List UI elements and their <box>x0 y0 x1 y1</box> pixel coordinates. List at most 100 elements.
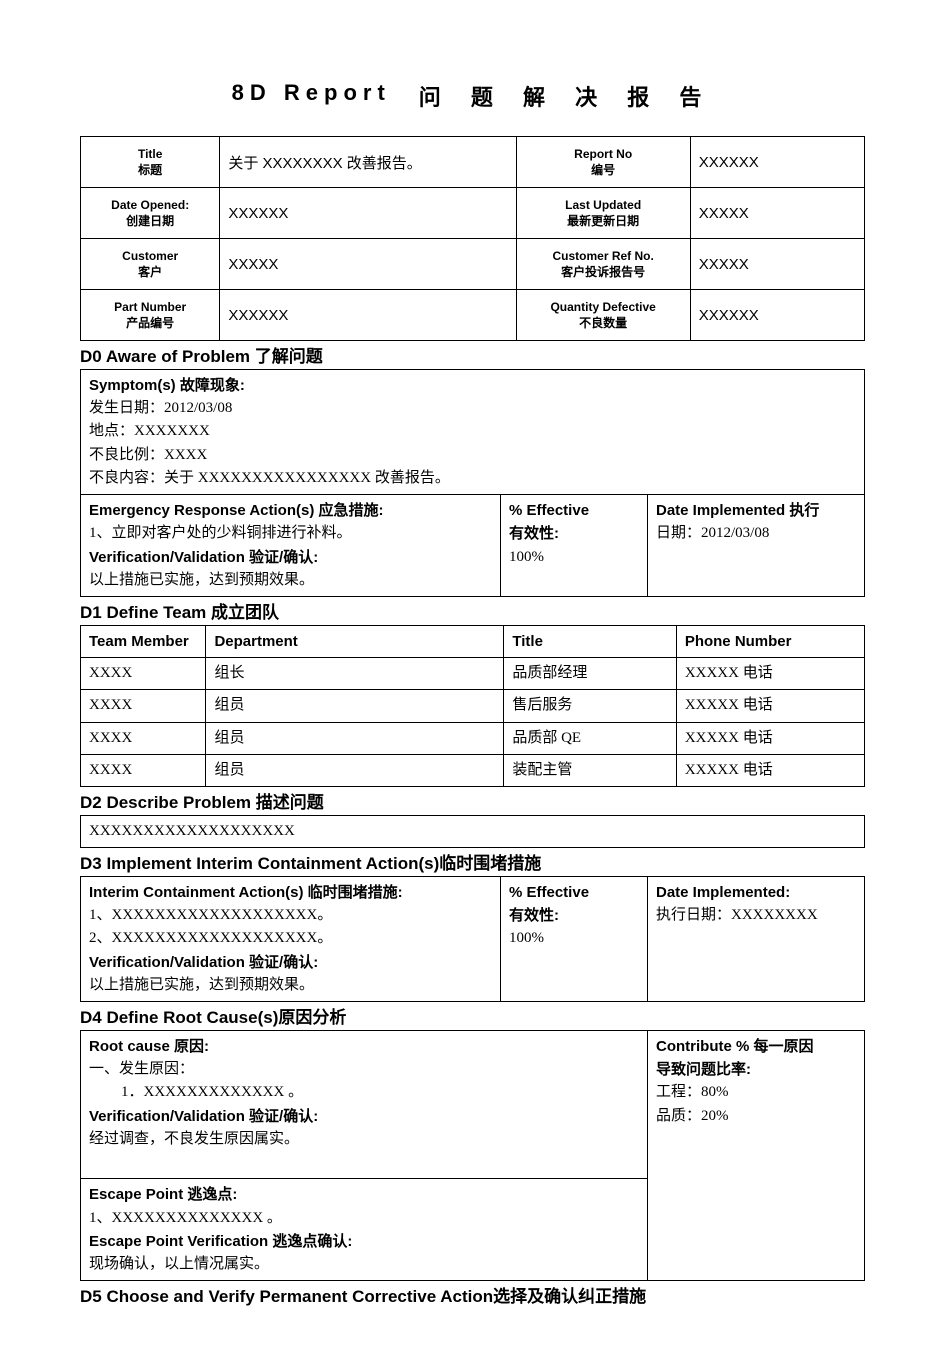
d1-title: D1 Define Team 成立团队 <box>80 601 865 625</box>
header-value-date-opened: XXXXXX <box>220 188 516 239</box>
d1-cell: XXXX <box>81 722 206 754</box>
header-label-customer-ref: Customer Ref No.客户投诉报告号 <box>516 239 690 290</box>
d1-cell: XXXX <box>81 658 206 690</box>
header-label-qty-defective: Quantity Defective不良数量 <box>516 290 690 341</box>
d0-effective-value: 100% <box>509 546 639 569</box>
d0-era-cell: Emergency Response Action(s) 应急措施: 1、立即对… <box>81 495 501 597</box>
d0-era-verif-label: Verification/Validation 验证/确认: <box>89 546 492 569</box>
d3-ica-line: 2、XXXXXXXXXXXXXXXXXXX。 <box>89 927 492 950</box>
d3-date-impl-cell: Date Implemented: 执行日期：XXXXXXXX <box>648 876 865 1001</box>
d3-ica-cell: Interim Containment Action(s) 临时围堵措施: 1、… <box>81 876 501 1001</box>
d1-cell: 售后服务 <box>504 690 676 722</box>
d1-cell: XXXX <box>81 690 206 722</box>
document-title-en: 8D Report <box>232 80 391 112</box>
d1-cell: XXXXX 电话 <box>676 690 864 722</box>
d0-symptom-line: 发生日期：2012/03/08 <box>89 397 856 420</box>
d2-table: XXXXXXXXXXXXXXXXXXX <box>80 815 865 848</box>
d3-table: Interim Containment Action(s) 临时围堵措施: 1、… <box>80 876 865 1002</box>
table-row: XXXX组长品质部经理XXXXX 电话 <box>81 658 865 690</box>
d3-effective-label-cn: 有效性: <box>509 904 639 927</box>
d2-text: XXXXXXXXXXXXXXXXXXX <box>81 815 865 847</box>
d1-cell: 品质部 QE <box>504 722 676 754</box>
d0-effective-label-cn: 有效性: <box>509 522 639 545</box>
d1-table: Team Member Department Title Phone Numbe… <box>80 625 865 787</box>
table-row: XXXX组员售后服务XXXXX 电话 <box>81 690 865 722</box>
d1-cell: XXXXX 电话 <box>676 722 864 754</box>
d0-date-impl-line: 日期：2012/03/08 <box>656 522 856 545</box>
d0-symptom-label: Symptom(s) 故障现象: <box>89 374 856 397</box>
table-row: XXXX组员装配主管XXXXX 电话 <box>81 754 865 786</box>
d3-verif-line: 以上措施已实施，达到预期效果。 <box>89 974 492 997</box>
d4-rootcause-label: Root cause 原因: <box>89 1035 639 1058</box>
header-value-customer: XXXXX <box>220 239 516 290</box>
d4-escape-verif-line: 现场确认，以上情况属实。 <box>89 1253 639 1276</box>
d0-symptom-line: 地点：XXXXXXX <box>89 420 856 443</box>
d1-cell: 品质部经理 <box>504 658 676 690</box>
d1-cell: XXXXX 电话 <box>676 658 864 690</box>
header-value-title: 关于 XXXXXXXX 改善报告。 <box>220 137 516 188</box>
header-label-part-number: Part Number产品编号 <box>81 290 220 341</box>
d4-rootcause-verif-label: Verification/Validation 验证/确认: <box>89 1105 639 1128</box>
document-title-cn: 问 题 解 决 报 告 <box>419 80 714 112</box>
d1-col-department: Department <box>206 625 504 657</box>
d0-symptom-line: 不良比例：XXXX <box>89 444 856 467</box>
d4-contribute-label-en: Contribute % 每一原因 <box>656 1035 856 1058</box>
d0-table: Symptom(s) 故障现象: 发生日期：2012/03/08 地点：XXXX… <box>80 369 865 597</box>
header-value-customer-ref: XXXXX <box>690 239 864 290</box>
d3-ica-label: Interim Containment Action(s) 临时围堵措施: <box>89 881 492 904</box>
d1-cell: 组员 <box>206 690 504 722</box>
header-value-qty-defective: XXXXXX <box>690 290 864 341</box>
d0-era-verif-line: 以上措施已实施，达到预期效果。 <box>89 569 492 592</box>
d0-era-label: Emergency Response Action(s) 应急措施: <box>89 499 492 522</box>
d4-contribute-line: 品质：20% <box>656 1105 856 1128</box>
d3-verif-label: Verification/Validation 验证/确认: <box>89 951 492 974</box>
header-label-title: Title标题 <box>81 137 220 188</box>
header-value-part-number: XXXXXX <box>220 290 516 341</box>
d3-effective-cell: % Effective 有效性: 100% <box>501 876 648 1001</box>
d4-escape-verif-label: Escape Point Verification 逃逸点确认: <box>89 1230 639 1253</box>
header-label-report-no: Report No编号 <box>516 137 690 188</box>
d4-table: Root cause 原因: 一、发生原因： 1．XXXXXXXXXXXXX 。… <box>80 1030 865 1282</box>
d1-col-title: Title <box>504 625 676 657</box>
d4-rootcause-verif-line: 经过调查，不良发生原因属实。 <box>89 1128 639 1151</box>
d4-contribute-cell: Contribute % 每一原因 导致问题比率: 工程：80% 品质：20% <box>648 1030 865 1281</box>
d3-date-impl-label: Date Implemented: <box>656 881 856 904</box>
d5-title: D5 Choose and Verify Permanent Correctiv… <box>80 1285 865 1309</box>
document-title: 8D Report 问 题 解 决 报 告 <box>80 80 865 112</box>
header-label-date-opened: Date Opened:创建日期 <box>81 188 220 239</box>
d3-ica-line: 1、XXXXXXXXXXXXXXXXXXX。 <box>89 904 492 927</box>
d0-title: D0 Aware of Problem 了解问题 <box>80 345 865 369</box>
d4-escape-line: 1、XXXXXXXXXXXXXX 。 <box>89 1207 639 1230</box>
d0-date-impl-cell: Date Implemented 执行 日期：2012/03/08 <box>648 495 865 597</box>
d4-contribute-label-cn: 导致问题比率: <box>656 1058 856 1081</box>
d4-title: D4 Define Root Cause(s)原因分析 <box>80 1006 865 1030</box>
d3-title: D3 Implement Interim Containment Action(… <box>80 852 865 876</box>
header-table: Title标题 关于 XXXXXXXX 改善报告。 Report No编号 XX… <box>80 136 865 341</box>
d3-effective-label-en: % Effective <box>509 881 639 904</box>
d4-rootcause-sub: 一、发生原因： <box>89 1058 639 1081</box>
d1-col-member: Team Member <box>81 625 206 657</box>
d4-contribute-line: 工程：80% <box>656 1081 856 1104</box>
d2-title: D2 Describe Problem 描述问题 <box>80 791 865 815</box>
header-label-last-updated: Last Updated最新更新日期 <box>516 188 690 239</box>
header-value-report-no: XXXXXX <box>690 137 864 188</box>
d3-effective-value: 100% <box>509 927 639 950</box>
d3-date-impl-line: 执行日期：XXXXXXXX <box>656 904 856 927</box>
d4-rootcause-cell: Root cause 原因: 一、发生原因： 1．XXXXXXXXXXXXX 。… <box>81 1030 648 1179</box>
d4-escape-cell: Escape Point 逃逸点: 1、XXXXXXXXXXXXXX 。 Esc… <box>81 1179 648 1281</box>
d0-effective-cell: % Effective 有效性: 100% <box>501 495 648 597</box>
d1-cell: 装配主管 <box>504 754 676 786</box>
d0-effective-label-en: % Effective <box>509 499 639 522</box>
d0-era-line: 1、立即对客户处的少料铜排进行补料。 <box>89 522 492 545</box>
table-row: XXXX组员品质部 QEXXXXX 电话 <box>81 722 865 754</box>
d4-escape-label: Escape Point 逃逸点: <box>89 1183 639 1206</box>
d1-cell: 组员 <box>206 754 504 786</box>
d1-cell: XXXXX 电话 <box>676 754 864 786</box>
d0-symptom-line: 不良内容：关于 XXXXXXXXXXXXXXXX 改善报告。 <box>89 467 856 490</box>
d0-date-impl-label: Date Implemented 执行 <box>656 499 856 522</box>
d1-cell: XXXX <box>81 754 206 786</box>
d1-cell: 组员 <box>206 722 504 754</box>
d1-col-phone: Phone Number <box>676 625 864 657</box>
header-label-customer: Customer客户 <box>81 239 220 290</box>
header-value-last-updated: XXXXX <box>690 188 864 239</box>
